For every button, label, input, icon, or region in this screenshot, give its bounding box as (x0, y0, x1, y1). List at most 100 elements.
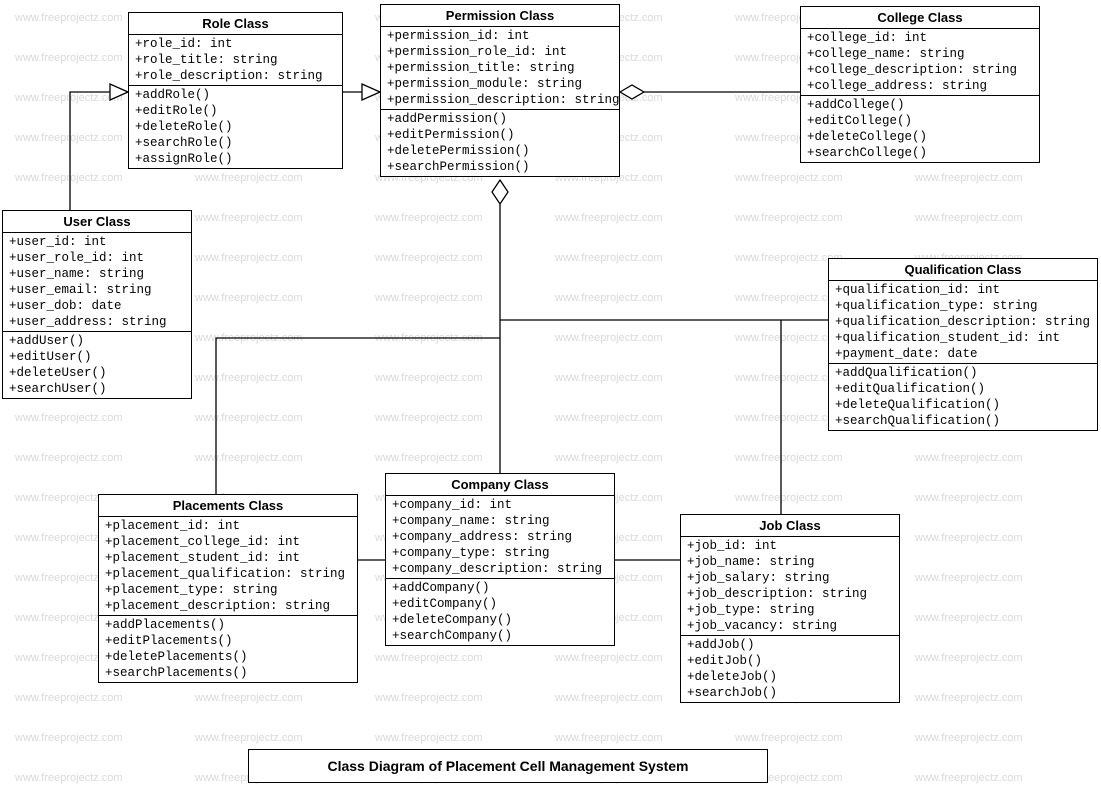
watermark-text: www.freeprojectz.com (195, 292, 303, 304)
class-member: +college_id: int (807, 30, 1033, 46)
class-member: +qualification_student_id: int (835, 330, 1091, 346)
attrs: +qualification_id: int+qualification_typ… (829, 281, 1097, 364)
ops: +addCompany()+editCompany()+deleteCompan… (386, 579, 614, 645)
watermark-text: www.freeprojectz.com (195, 332, 303, 344)
ops: +addPlacements()+editPlacements()+delete… (99, 616, 357, 682)
class-member: +company_address: string (392, 529, 608, 545)
class-member: +qualification_id: int (835, 282, 1091, 298)
watermark-text: www.freeprojectz.com (195, 412, 303, 424)
watermark-text: www.freeprojectz.com (915, 492, 1023, 504)
attrs: +job_id: int+job_name: string+job_salary… (681, 537, 899, 636)
class-member: +editPlacements() (105, 633, 351, 649)
class-qualification: Qualification Class +qualification_id: i… (828, 258, 1098, 431)
class-member: +job_salary: string (687, 570, 893, 586)
class-member: +searchUser() (9, 381, 185, 397)
class-member: +user_email: string (9, 282, 185, 298)
class-permission: Permission Class +permission_id: int+per… (380, 4, 620, 177)
class-member: +placement_qualification: string (105, 566, 351, 582)
watermark-text: www.freeprojectz.com (15, 732, 123, 744)
class-member: +placement_id: int (105, 518, 351, 534)
watermark-text: www.freeprojectz.com (15, 92, 123, 104)
class-member: +placement_college_id: int (105, 534, 351, 550)
watermark-text: www.freeprojectz.com (15, 12, 123, 24)
attrs: +company_id: int+company_name: string+co… (386, 496, 614, 579)
class-member: +role_description: string (135, 68, 336, 84)
watermark-text: www.freeprojectz.com (375, 372, 483, 384)
watermark-text: www.freeprojectz.com (915, 572, 1023, 584)
class-member: +company_type: string (392, 545, 608, 561)
watermark-text: www.freeprojectz.com (735, 292, 843, 304)
watermark-text: www.freeprojectz.com (555, 652, 663, 664)
class-member: +editRole() (135, 103, 336, 119)
watermark-text: www.freeprojectz.com (555, 372, 663, 384)
class-placements: Placements Class +placement_id: int+plac… (98, 494, 358, 683)
class-member: +placement_description: string (105, 598, 351, 614)
class-member: +user_name: string (9, 266, 185, 282)
class-title: Permission Class (381, 5, 619, 27)
watermark-text: www.freeprojectz.com (915, 732, 1023, 744)
watermark-text: www.freeprojectz.com (735, 252, 843, 264)
class-member: +addCompany() (392, 580, 608, 596)
class-member: +assignRole() (135, 151, 336, 167)
class-member: +addUser() (9, 333, 185, 349)
watermark-text: www.freeprojectz.com (735, 452, 843, 464)
watermark-text: www.freeprojectz.com (915, 612, 1023, 624)
ops: +addJob()+editJob()+deleteJob()+searchJo… (681, 636, 899, 702)
class-member: +permission_description: string (387, 92, 613, 108)
watermark-text: www.freeprojectz.com (15, 772, 123, 784)
class-title: Role Class (129, 13, 342, 35)
class-member: +editCompany() (392, 596, 608, 612)
class-college: College Class +college_id: int+college_n… (800, 6, 1040, 163)
watermark-text: www.freeprojectz.com (555, 412, 663, 424)
watermark-text: www.freeprojectz.com (15, 412, 123, 424)
ops: +addRole()+editRole()+deleteRole()+searc… (129, 86, 342, 168)
class-member: +company_id: int (392, 497, 608, 513)
class-member: +deletePermission() (387, 143, 613, 159)
class-member: +editJob() (687, 653, 893, 669)
class-member: +deleteRole() (135, 119, 336, 135)
ops: +addUser()+editUser()+deleteUser()+searc… (3, 332, 191, 398)
class-member: +addRole() (135, 87, 336, 103)
watermark-text: www.freeprojectz.com (195, 372, 303, 384)
class-member: +college_address: string (807, 78, 1033, 94)
class-company: Company Class +company_id: int+company_n… (385, 473, 615, 646)
watermark-text: www.freeprojectz.com (735, 332, 843, 344)
class-member: +deleteUser() (9, 365, 185, 381)
watermark-text: www.freeprojectz.com (735, 372, 843, 384)
watermark-text: www.freeprojectz.com (375, 332, 483, 344)
class-member: +editPermission() (387, 127, 613, 143)
watermark-text: www.freeprojectz.com (915, 692, 1023, 704)
class-member: +role_title: string (135, 52, 336, 68)
class-member: +searchQualification() (835, 413, 1091, 429)
class-title: College Class (801, 7, 1039, 29)
class-member: +searchJob() (687, 685, 893, 701)
watermark-text: www.freeprojectz.com (915, 532, 1023, 544)
class-member: +deleteJob() (687, 669, 893, 685)
class-member: +qualification_description: string (835, 314, 1091, 330)
attrs: +permission_id: int+permission_role_id: … (381, 27, 619, 110)
watermark-text: www.freeprojectz.com (555, 692, 663, 704)
class-member: +deleteCompany() (392, 612, 608, 628)
class-member: +searchCollege() (807, 145, 1033, 161)
watermark-text: www.freeprojectz.com (15, 132, 123, 144)
watermark-text: www.freeprojectz.com (195, 732, 303, 744)
class-member: +job_description: string (687, 586, 893, 602)
class-member: +deletePlacements() (105, 649, 351, 665)
watermark-text: www.freeprojectz.com (915, 172, 1023, 184)
class-title: Company Class (386, 474, 614, 496)
class-member: +user_dob: date (9, 298, 185, 314)
class-member: +permission_module: string (387, 76, 613, 92)
watermark-text: www.freeprojectz.com (375, 732, 483, 744)
class-role: Role Class +role_id: int+role_title: str… (128, 12, 343, 169)
watermark-text: www.freeprojectz.com (735, 412, 843, 424)
watermark-text: www.freeprojectz.com (195, 452, 303, 464)
attrs: +college_id: int+college_name: string+co… (801, 29, 1039, 96)
class-member: +addJob() (687, 637, 893, 653)
class-member: +qualification_type: string (835, 298, 1091, 314)
class-member: +searchPlacements() (105, 665, 351, 681)
class-member: +deleteQualification() (835, 397, 1091, 413)
class-member: +role_id: int (135, 36, 336, 52)
attrs: +role_id: int+role_title: string+role_de… (129, 35, 342, 86)
watermark-text: www.freeprojectz.com (375, 652, 483, 664)
class-member: +searchCompany() (392, 628, 608, 644)
